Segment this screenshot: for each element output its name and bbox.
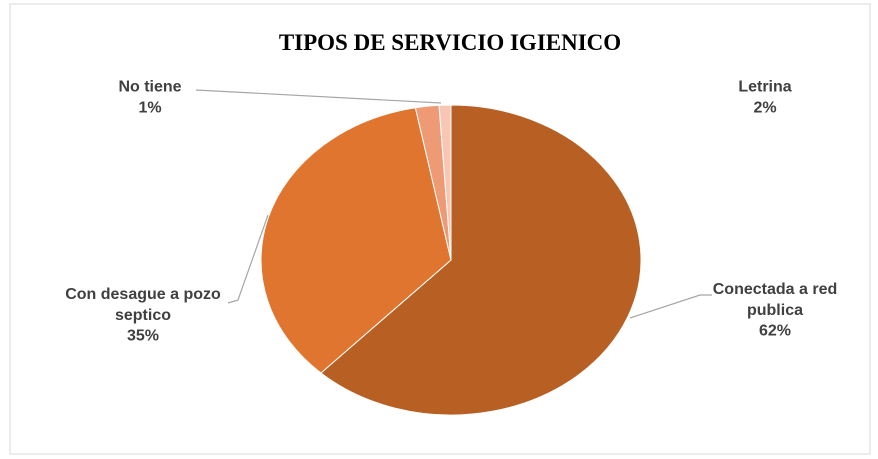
pie-slice bbox=[320, 104, 642, 416]
frame bbox=[9, 3, 871, 455]
slice-value-label: 62% bbox=[758, 322, 792, 340]
slice-value-label: 35% bbox=[126, 327, 160, 345]
chart-title: TIPOS DE SERVICIO IGIENICO bbox=[278, 30, 622, 55]
slice-label: Con desague a pozo septico bbox=[65, 286, 221, 324]
pie-slice bbox=[260, 107, 452, 374]
leader-line bbox=[195, 89, 442, 104]
slice-label: Letrina bbox=[738, 78, 792, 96]
leader-line bbox=[629, 294, 712, 319]
pie-slice bbox=[438, 104, 452, 261]
slice-value-label: 2% bbox=[753, 99, 777, 117]
slice-label: Conectada a red publica bbox=[712, 281, 838, 319]
slice-label: No tiene bbox=[118, 78, 182, 96]
leader-line bbox=[227, 214, 269, 304]
slice-value-label: 1% bbox=[138, 99, 162, 117]
